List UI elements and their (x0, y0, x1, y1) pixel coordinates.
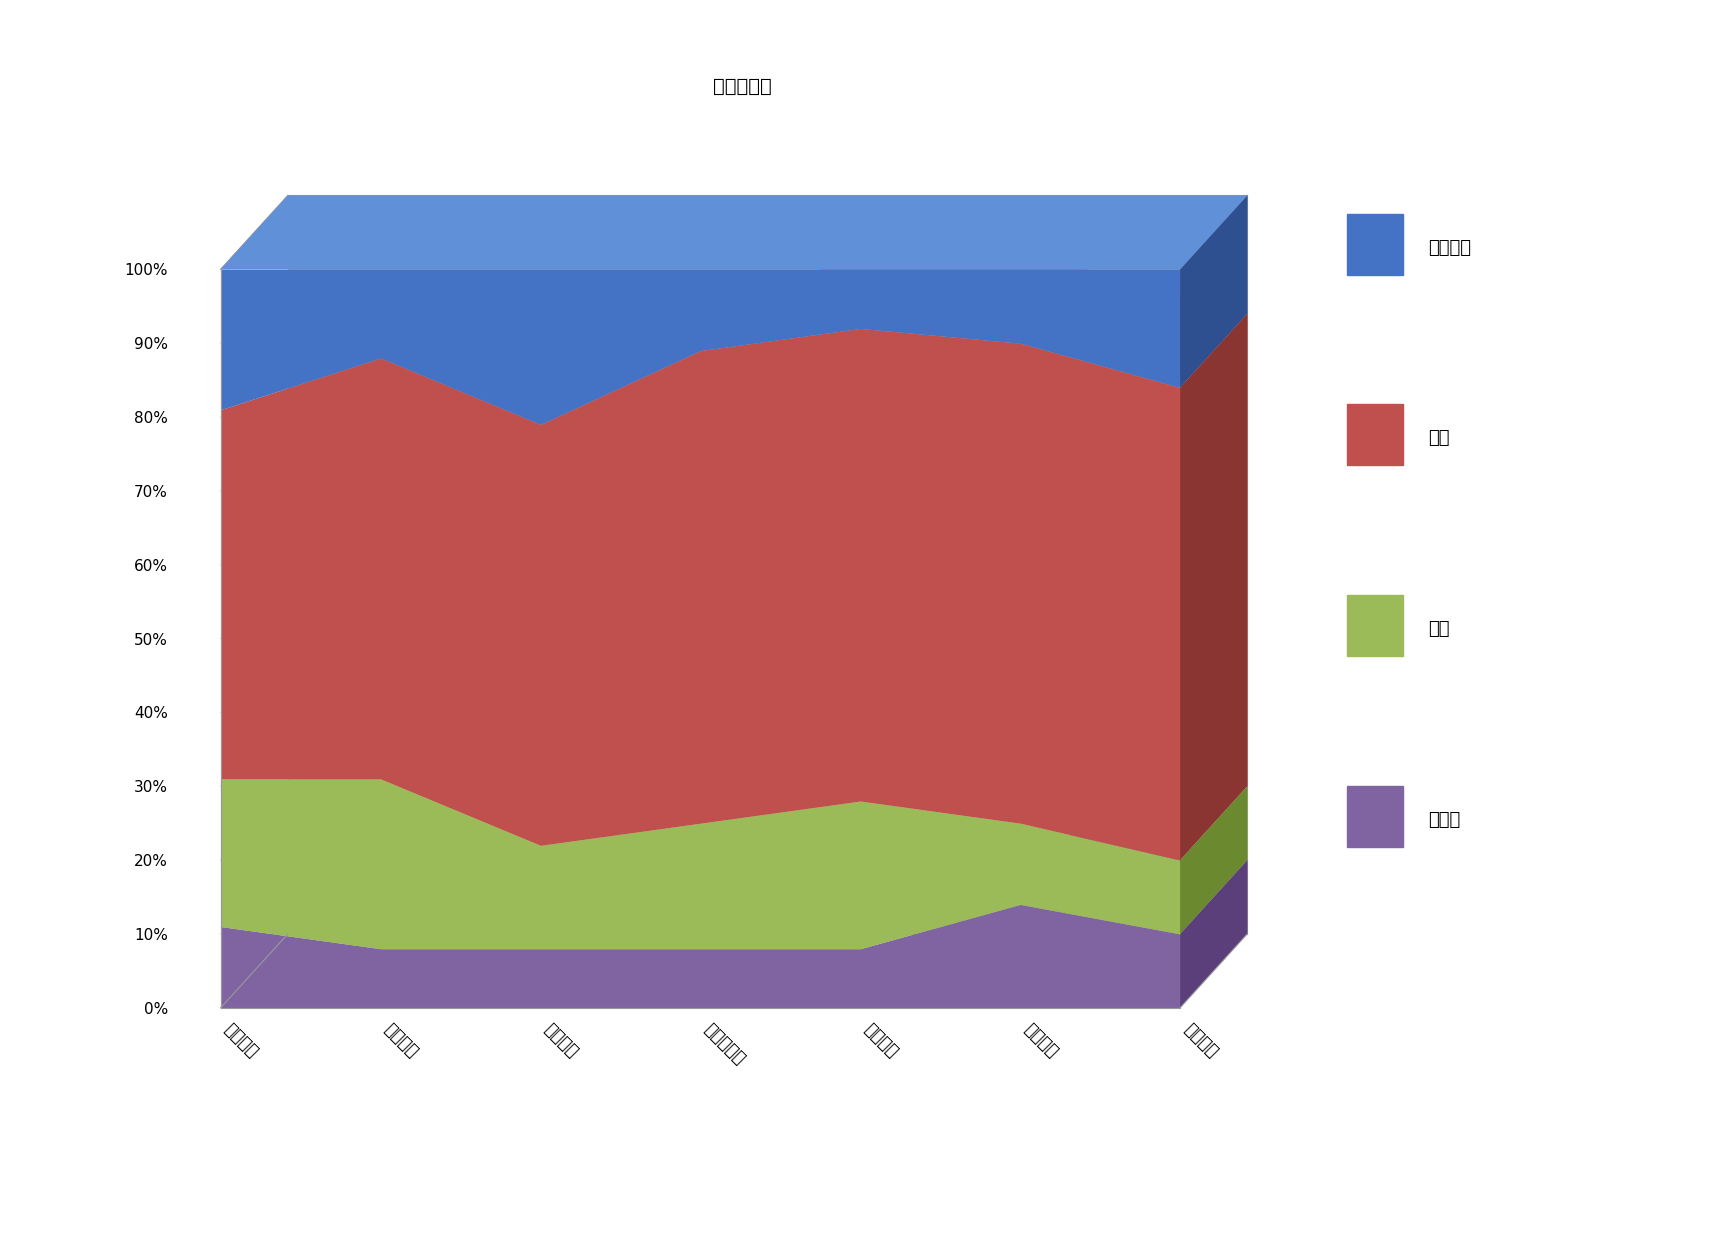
Polygon shape (221, 255, 1247, 425)
Polygon shape (221, 704, 1247, 860)
Text: 不满意: 不满意 (1428, 811, 1459, 828)
Polygon shape (1180, 860, 1247, 1008)
Text: 非常满意: 非常满意 (1428, 239, 1471, 256)
Text: 展商满意度: 展商满意度 (713, 77, 772, 97)
Polygon shape (1180, 786, 1247, 933)
Bar (1347, 594, 1402, 656)
Bar (1347, 404, 1402, 465)
Text: 满意: 满意 (1428, 430, 1449, 447)
Polygon shape (1180, 313, 1247, 860)
Polygon shape (1180, 196, 1247, 387)
Polygon shape (221, 196, 1247, 270)
Polygon shape (288, 196, 1247, 933)
Bar (1347, 786, 1402, 847)
Text: 一般: 一般 (1428, 620, 1449, 638)
Bar (1347, 213, 1402, 275)
Polygon shape (221, 933, 1247, 1008)
Polygon shape (221, 831, 1247, 948)
Polygon shape (221, 196, 288, 1008)
